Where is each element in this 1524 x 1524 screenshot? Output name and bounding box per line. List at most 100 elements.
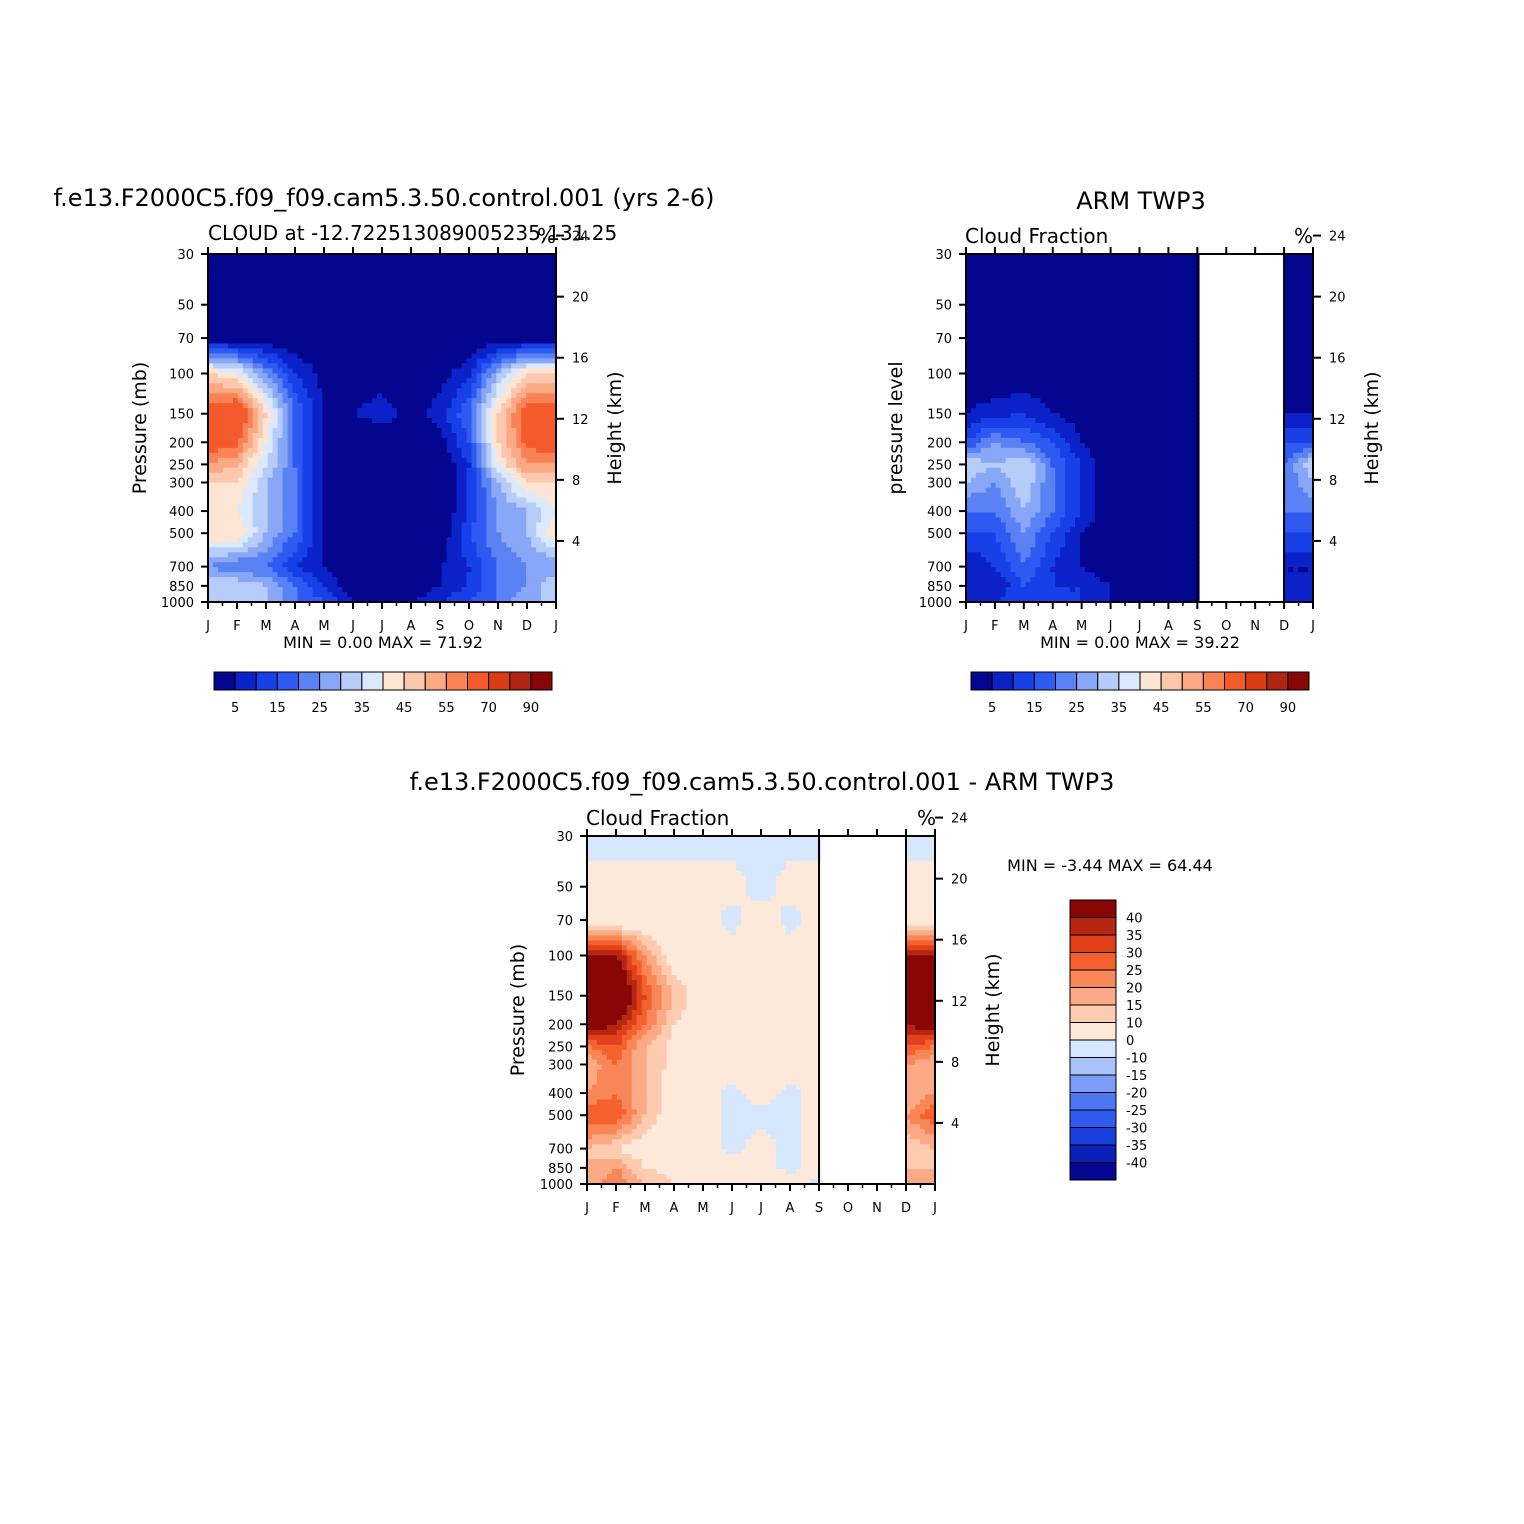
contour-cell [396, 552, 403, 558]
contour-cell [208, 522, 214, 529]
contour-cell [461, 497, 468, 504]
contour-cell [526, 363, 532, 369]
contour-cell [541, 328, 547, 335]
contour-cell [461, 477, 468, 484]
contour-cell [372, 278, 378, 285]
contour-cell [212, 482, 219, 489]
contour-cell [252, 308, 259, 315]
contour-cell [461, 338, 468, 345]
contour-cell [546, 323, 552, 330]
contour-cell [401, 408, 408, 414]
contour-cell [277, 457, 284, 464]
contour-cell [501, 432, 507, 439]
contour-cell [282, 254, 289, 260]
contour-cell [456, 403, 463, 409]
contour-cell [272, 373, 279, 379]
contour-cell [496, 348, 502, 355]
contour-cell [227, 457, 234, 464]
contour-cell [501, 273, 507, 280]
contour-cell [337, 388, 343, 394]
contour-cell [451, 418, 458, 424]
contour-cell [501, 497, 507, 504]
contour-cell [262, 547, 269, 553]
contour-cell [391, 432, 398, 439]
contour-cell [516, 547, 522, 553]
contour-cell [282, 437, 289, 444]
contour-cell [247, 388, 254, 394]
contour-cell [267, 522, 274, 529]
contour-cell [242, 517, 249, 524]
contour-cell [352, 288, 358, 295]
contour-cell [486, 423, 492, 429]
contour-cell [317, 467, 323, 474]
contour-cell [506, 423, 512, 429]
contour-cell [307, 298, 313, 305]
contour-cell [546, 254, 552, 260]
contour-cell [377, 333, 383, 340]
contour-cell [237, 562, 244, 568]
contour-cell [471, 432, 478, 439]
contour-cell [347, 502, 353, 509]
contour-cell [536, 582, 542, 588]
contour-cell [337, 577, 343, 583]
contour-cell [441, 592, 448, 598]
contour-cell [426, 258, 433, 265]
contour-cell [481, 552, 487, 558]
contour-cell [396, 487, 403, 494]
contour-cell [536, 338, 542, 345]
contour-cell [446, 537, 453, 543]
contour-cell [287, 423, 294, 429]
contour-cell [456, 263, 463, 270]
contour-cell [237, 487, 244, 494]
contour-cell [282, 318, 289, 325]
contour-cell [456, 537, 463, 543]
contour-cell [506, 398, 512, 404]
contour-cell [337, 368, 343, 374]
contour-cell [436, 398, 443, 404]
contour-cell [208, 592, 214, 598]
contour-cell [546, 562, 552, 568]
contour-cell [267, 452, 274, 459]
contour-cell [337, 432, 343, 439]
contour-cell [262, 313, 269, 320]
contour-cell [481, 318, 487, 325]
contour-cell [386, 502, 393, 509]
contour-cell [227, 313, 234, 320]
contour-cell [521, 452, 527, 459]
contour-cell [546, 432, 552, 439]
contour-cell [312, 432, 318, 439]
contour-cell [312, 403, 318, 409]
contour-cell [322, 318, 328, 325]
contour-cell [208, 288, 214, 295]
contour-cell [551, 517, 557, 524]
contour-cell [297, 383, 304, 389]
contour-cell [436, 567, 443, 573]
contour-cell [466, 413, 473, 419]
contour-cell [421, 547, 428, 553]
contour-cell [352, 577, 358, 583]
contour-cell [466, 467, 473, 474]
contour-cell [217, 542, 224, 548]
contour-cell [481, 308, 487, 315]
height-tick-label: 8 [572, 474, 580, 489]
contour-cell [481, 254, 487, 260]
contour-cell [237, 428, 244, 434]
contour-cell [431, 363, 438, 369]
contour-cell [546, 318, 552, 325]
contour-cell [232, 442, 239, 449]
contour-cell [411, 308, 418, 315]
contour-cell [496, 383, 502, 389]
contour-cell [367, 283, 373, 290]
contour-cell [421, 542, 428, 548]
contour-cell [426, 403, 433, 409]
contour-cell [526, 348, 532, 355]
contour-cell [391, 393, 398, 399]
contour-cell [362, 492, 368, 499]
contour-cell [391, 582, 398, 588]
contour-cell [391, 258, 398, 265]
contour-cell [208, 452, 214, 459]
contour-cell [342, 254, 348, 260]
contour-cell [282, 258, 289, 265]
contour-cell [551, 328, 557, 335]
contour-cell [451, 457, 458, 464]
